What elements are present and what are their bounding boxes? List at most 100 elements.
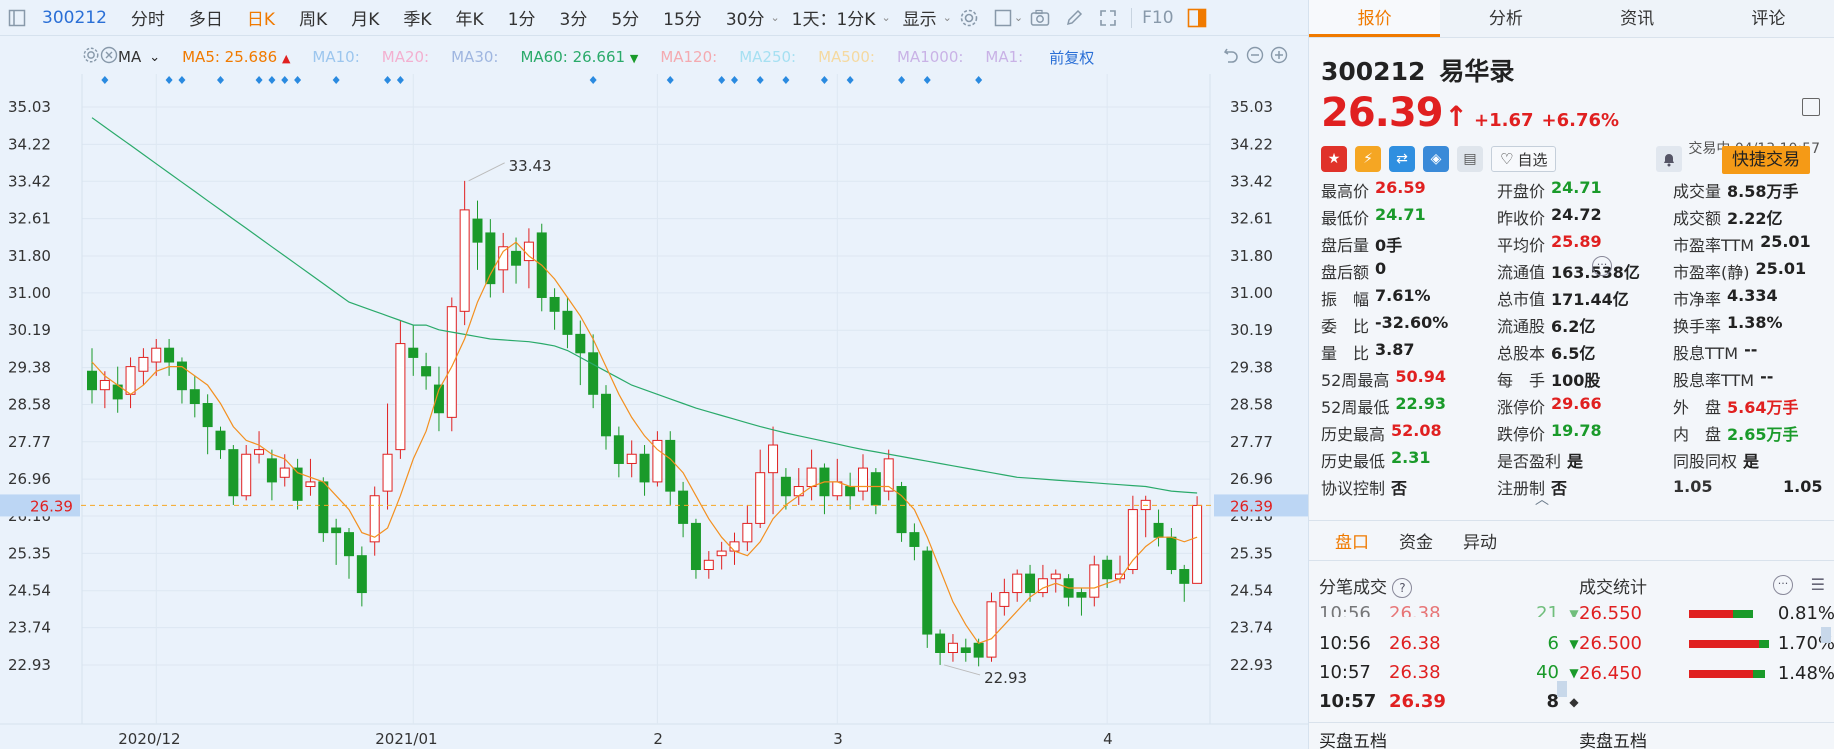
quote-value: 52.08 (1391, 420, 1442, 440)
candle-body (1089, 564, 1100, 598)
candle (1012, 569, 1023, 602)
quote-tab-3[interactable]: 评论 (1751, 9, 1786, 29)
box-chevron-icon[interactable]: ⌄ (1013, 11, 1024, 24)
collapse-chevron-icon[interactable]: ︿ (1535, 492, 1549, 508)
period-2[interactable]: 日K (246, 10, 276, 30)
trades-title: 分笔成交 ? (1319, 573, 1413, 598)
sub-tab-2[interactable]: 异动 (1463, 533, 1497, 553)
indicator-settings-gear-icon[interactable] (82, 46, 100, 68)
period-8[interactable]: 3分 (559, 10, 588, 30)
quote-value: 2.65万手 (1727, 424, 1799, 444)
bell-icon[interactable] (1656, 146, 1682, 172)
candle (986, 592, 997, 662)
chart-controls (1222, 46, 1288, 68)
indicator-select[interactable]: MA (118, 48, 142, 66)
quote-row: 委 比 -32.60% 流通股 6.2亿 换手率 1.38% (1321, 311, 1831, 338)
pencil-icon[interactable] (1063, 7, 1085, 29)
trade-row: 10:57 26.39 8 ◆ (1319, 691, 1589, 712)
display-chevron-icon[interactable]: ⌄ (942, 11, 952, 24)
quick-trade-button[interactable]: 快捷交易 (1722, 146, 1810, 174)
notes-icon[interactable]: ▤ (1457, 146, 1483, 172)
quote-tab-2[interactable]: 资讯 (1620, 9, 1655, 29)
ma250-legend: MA250: (739, 48, 797, 66)
sidebar-toggle-icon[interactable] (6, 7, 28, 29)
compare-dropdown[interactable]: 1天：1分K (791, 10, 876, 30)
layout-icon[interactable] (1802, 98, 1820, 116)
candle (742, 504, 753, 552)
x-tick-label: 4 (1103, 730, 1113, 748)
quote-cell: 换手率 1.38% (1673, 313, 1823, 337)
stat-bar (1689, 610, 1769, 618)
kline-chart[interactable]: 35.03 34.22 33.42 32.61 31.80 31.00 30.19 29.38… (0, 74, 1308, 749)
indicator-close-icon[interactable] (100, 46, 118, 68)
period-7[interactable]: 1分 (507, 10, 536, 30)
zoom-in-icon[interactable] (1270, 46, 1288, 68)
y-tick-label: 35.03 (8, 98, 51, 116)
quote-tab-1[interactable]: 分析 (1488, 9, 1523, 29)
gear-icon[interactable] (958, 7, 980, 29)
quote-key: 股息TTM (1673, 343, 1739, 363)
quote-key: 协议控制 (1321, 478, 1386, 498)
help-icon[interactable]: ? (1392, 578, 1413, 598)
candle (947, 634, 958, 662)
quote-value: 29.66 (1551, 393, 1602, 413)
lightning-icon[interactable]: ⚡ (1355, 146, 1381, 172)
panel-toggle-icon[interactable] (1186, 7, 1208, 29)
period-9[interactable]: 5分 (611, 10, 640, 30)
tag-icon[interactable]: ◈ (1423, 146, 1449, 172)
fullscreen-icon[interactable] (1097, 7, 1119, 29)
zoom-out-icon[interactable] (1246, 46, 1264, 68)
period-3[interactable]: 周K (299, 10, 328, 30)
candle-body (588, 352, 599, 395)
box-select-icon[interactable] (992, 7, 1014, 29)
adjust-button[interactable]: 前复权 (1049, 48, 1095, 67)
trade-row-partial: 10:56 26.38 21 ▼ (1319, 603, 1579, 617)
candle-body (639, 453, 650, 483)
undo-icon[interactable] (1222, 46, 1240, 68)
trade-dir: ▼ (1569, 637, 1579, 651)
sub-tab-0[interactable]: 盘口 (1335, 533, 1369, 553)
quote-key: 是否盈利 (1497, 451, 1562, 471)
f10-button[interactable]: F10 (1131, 7, 1185, 28)
signal-marker (975, 76, 983, 84)
period-0[interactable]: 分时 (130, 10, 165, 30)
candle-body (485, 232, 496, 285)
stock-code-label[interactable]: 300212 (42, 7, 107, 28)
indicator-chevron-icon[interactable]: ⌄ (149, 49, 161, 65)
candle (1153, 509, 1164, 547)
china-flag-icon[interactable]: ★ (1321, 146, 1347, 172)
quote-cell: 跌停价 19.78 (1497, 421, 1673, 445)
shuffle-icon[interactable]: ⇄ (1389, 146, 1415, 172)
scrollbar-thumb-left[interactable] (1557, 681, 1567, 697)
quote-key: 最高价 (1321, 181, 1370, 201)
period-11[interactable]: 30分 (725, 10, 765, 30)
ma5-legend: MA5: 25.686 ▲ (182, 48, 291, 66)
stats-more-icon[interactable]: ··· (1773, 575, 1793, 595)
compare-chevron-icon[interactable]: ⌄ (881, 11, 891, 24)
more-icon[interactable]: ··· (1592, 256, 1612, 276)
scrollbar-thumb-right[interactable] (1821, 627, 1831, 643)
signal-marker (268, 76, 276, 84)
period-6[interactable]: 年K (455, 10, 484, 30)
quote-value: 171.44亿 (1551, 289, 1629, 309)
candle (960, 638, 971, 662)
period-10[interactable]: 15分 (663, 10, 702, 30)
camera-icon[interactable] (1029, 7, 1051, 29)
candle-body (755, 472, 766, 524)
candle (1102, 555, 1113, 588)
quote-key: 52周最低 (1321, 397, 1390, 417)
period-1[interactable]: 多日 (188, 10, 223, 30)
sub-tab-1[interactable]: 资金 (1399, 533, 1433, 553)
quote-key: 昨收价 (1497, 208, 1546, 228)
period-5[interactable]: 季K (403, 10, 432, 30)
add-watchlist-button[interactable]: ♡ 自选 (1491, 146, 1557, 172)
y-tick-label: 26.96 (8, 470, 51, 488)
display-dropdown[interactable]: 显示 (902, 10, 937, 30)
quote-key: 总市值 (1497, 289, 1546, 309)
quote-tab-0[interactable]: 报价 (1309, 0, 1441, 37)
trade-p: 26.38 (1389, 633, 1441, 654)
period-4[interactable]: 月K (351, 10, 380, 30)
list-icon[interactable]: ☰ (1810, 575, 1825, 594)
candle (1063, 574, 1074, 607)
more-periods-chevron-icon[interactable]: ⌄ (770, 11, 780, 24)
